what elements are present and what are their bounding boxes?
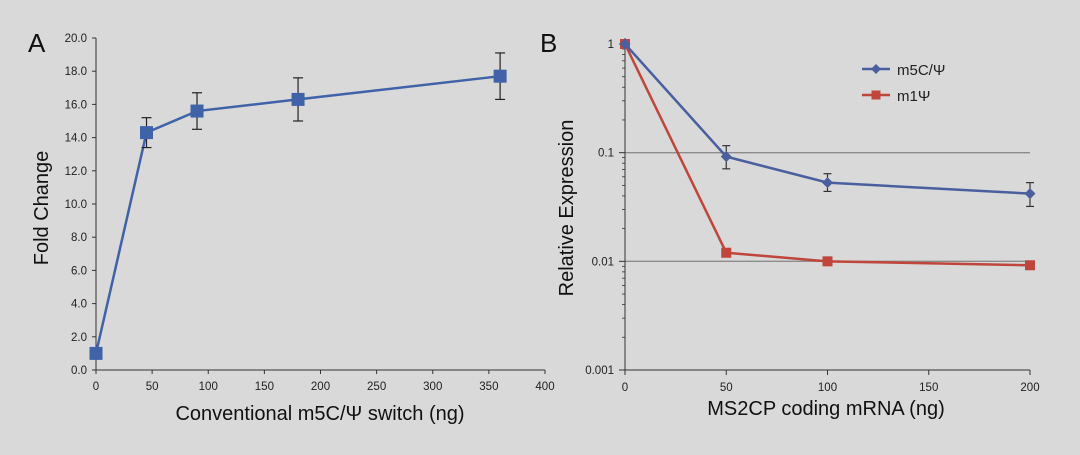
panel-b-marks bbox=[620, 39, 1036, 271]
panel-b-y-axis-title: Relative Expression bbox=[556, 120, 578, 297]
panel-b-series-line bbox=[625, 44, 1030, 265]
panel-b-data-point bbox=[1025, 260, 1035, 270]
panel-b-y-tick-label: 1 bbox=[608, 39, 614, 51]
panel-a-x-tick-label: 50 bbox=[146, 381, 159, 393]
panel-a-axes bbox=[96, 38, 545, 370]
panel-a-x-tick-label: 350 bbox=[479, 381, 498, 393]
panel-a-x-tick-label: 0 bbox=[93, 381, 99, 393]
panel-a-y-tick-label: 12.0 bbox=[65, 166, 87, 178]
panel-a-data-point bbox=[140, 126, 153, 139]
panel-a-label: A bbox=[28, 28, 46, 58]
panel-b-y-tick-label: 0.001 bbox=[585, 365, 614, 377]
figure: A 0.0 2.0 4.0 6.0 8.0 10.0 12.0 14.0 16.0 18.0 20.… bbox=[0, 0, 1080, 455]
panel-b-x-tick-label: 0 bbox=[622, 382, 628, 394]
panel-b-legend: m5C/Ψ m1Ψ bbox=[862, 62, 945, 105]
panel-a-x-tick-label: 150 bbox=[255, 381, 274, 393]
panel-a-y-tick-label: 8.0 bbox=[71, 232, 87, 244]
panel-a-y-tick-label: 6.0 bbox=[71, 265, 87, 277]
panel-b-y-tick-label: 0.01 bbox=[592, 256, 614, 268]
panel-a-y-tick-label: 18.0 bbox=[65, 66, 87, 78]
panel-b-label: B bbox=[540, 28, 557, 58]
panel-a-y-tick-label: 10.0 bbox=[65, 199, 87, 211]
panel-a-x-tick-label: 200 bbox=[311, 381, 330, 393]
panel-a-data-point bbox=[191, 105, 204, 118]
panel-b-data-point bbox=[721, 248, 731, 258]
legend-marker bbox=[872, 91, 881, 100]
legend-marker bbox=[871, 64, 881, 74]
panel-a-y-tick-label: 0.0 bbox=[71, 365, 87, 377]
panel-a-x-tick-label: 400 bbox=[535, 381, 554, 393]
panel-b-y-tick-label: 0.1 bbox=[598, 148, 614, 160]
panel-a-marks bbox=[90, 53, 507, 360]
panel-a-data-point bbox=[494, 70, 507, 83]
panel-b-x-tick-label: 100 bbox=[818, 382, 837, 394]
panel-a-x-tick-label: 300 bbox=[423, 381, 442, 393]
panel-a-x-tick-label: 250 bbox=[367, 381, 386, 393]
panel-b: B 0.001 0.01 0.1 1 0 50 100 150 200 MS2CP coding… bbox=[540, 28, 1040, 420]
panel-a-y-tick-label: 14.0 bbox=[65, 133, 87, 145]
panel-a-ticks: 0.0 2.0 4.0 6.0 8.0 10.0 12.0 14.0 16.0 18.0 20.0 0… bbox=[65, 33, 555, 393]
panel-b-data-point bbox=[822, 177, 833, 188]
panel-a-y-tick-label: 2.0 bbox=[71, 332, 87, 344]
panel-b-data-point bbox=[1025, 188, 1036, 199]
panel-a-y-tick-label: 20.0 bbox=[65, 33, 87, 45]
panel-a-y-tick-label: 4.0 bbox=[71, 299, 87, 311]
legend-label-m1psi: m1Ψ bbox=[897, 88, 930, 105]
legend-label-m5c-psi: m5C/Ψ bbox=[897, 62, 945, 79]
panel-b-axes bbox=[625, 38, 1030, 370]
panel-a-x-tick-label: 100 bbox=[199, 381, 218, 393]
panel-b-ticks: 0.001 0.01 0.1 1 0 50 100 150 200 bbox=[585, 39, 1039, 394]
panel-b-data-point bbox=[823, 256, 833, 266]
panel-b-x-tick-label: 150 bbox=[919, 382, 938, 394]
panel-a-x-axis-title: Conventional m5C/Ψ switch (ng) bbox=[175, 403, 464, 425]
panel-a: A 0.0 2.0 4.0 6.0 8.0 10.0 12.0 14.0 16.0 18.0 20.… bbox=[28, 28, 555, 425]
panel-a-y-axis-title: Fold Change bbox=[31, 151, 53, 266]
panel-b-x-tick-label: 200 bbox=[1020, 382, 1039, 394]
panel-b-x-tick-label: 50 bbox=[720, 382, 733, 394]
panel-b-x-axis-title: MS2CP coding mRNA (ng) bbox=[707, 398, 945, 420]
panel-a-y-tick-label: 16.0 bbox=[65, 99, 87, 111]
panel-a-data-point bbox=[292, 93, 305, 106]
panel-a-data-point bbox=[90, 347, 103, 360]
